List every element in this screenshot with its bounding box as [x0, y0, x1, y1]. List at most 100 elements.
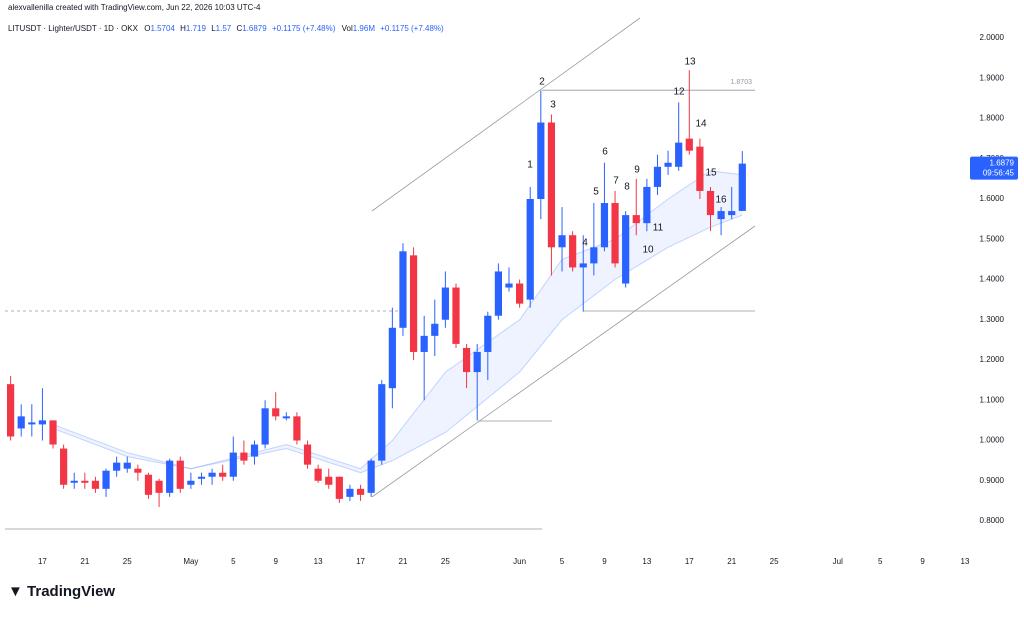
candle-body: [738, 163, 746, 211]
candle-body: [250, 444, 259, 457]
ohlc-value: 1.6879: [242, 24, 267, 33]
candle-body: [579, 263, 587, 268]
wave-label: 3: [550, 100, 556, 111]
candle-body: [569, 235, 577, 268]
candle-body: [399, 251, 407, 328]
y-tick-label: 1.2000: [980, 355, 1005, 364]
candle-body: [409, 255, 418, 352]
candle-body: [303, 444, 312, 465]
level-label: 1.8703: [731, 79, 753, 86]
candle-body: [102, 470, 110, 489]
candle-body: [91, 480, 100, 489]
x-tick-label: 25: [770, 557, 779, 566]
candle-body: [452, 287, 460, 344]
candle-body: [473, 351, 481, 373]
volume-key: Vol: [342, 24, 353, 33]
candle-body: [219, 472, 227, 477]
wave-label: 13: [684, 57, 696, 68]
candle-body: [441, 287, 449, 320]
candle-body: [197, 476, 206, 479]
candle-body: [526, 198, 534, 300]
candle-body: [664, 162, 672, 167]
ohlc-key: C: [236, 24, 242, 33]
candle-body: [113, 462, 121, 471]
y-tick-label: 1.6000: [980, 194, 1005, 203]
candle-body: [176, 460, 184, 489]
x-tick-label: 13: [314, 557, 323, 566]
y-tick-label: 0.8000: [980, 516, 1005, 525]
x-tick-label: 21: [399, 557, 408, 566]
channel-upper: [371, 17, 641, 212]
candle-body: [378, 384, 386, 461]
price-badge: [970, 156, 1018, 180]
candle-body: [293, 416, 301, 441]
band-fill: [53, 170, 743, 473]
x-tick-label: 9: [602, 557, 607, 566]
candle-body: [653, 166, 662, 187]
candle-body: [590, 247, 598, 264]
candle-body: [7, 384, 15, 437]
change: +0.1175 (+7.48%): [272, 24, 336, 33]
channel-lower: [371, 225, 756, 498]
candle-body: [240, 452, 248, 461]
volume-value: 1.96M: [353, 24, 376, 33]
candle-body: [166, 460, 174, 493]
candle-body: [325, 476, 333, 485]
y-tick-label: 1.3000: [980, 315, 1005, 324]
candle-body: [600, 203, 609, 248]
wave-label: 8: [624, 182, 630, 193]
candle-body: [367, 460, 375, 493]
candle-body: [187, 480, 195, 485]
wave-label: 2: [539, 77, 545, 88]
y-tick-label: 2.0000: [980, 33, 1005, 42]
candle-body: [675, 142, 683, 167]
x-tick-label: 9: [273, 557, 278, 566]
ohlc-key: L: [211, 24, 216, 33]
candle-body: [685, 138, 693, 151]
wave-label: 6: [602, 147, 608, 158]
x-tick-label: 5: [878, 557, 883, 566]
candle-body: [81, 480, 89, 483]
price-badge-label: 1.6879: [990, 159, 1015, 168]
brand: ▼ TradingView: [8, 583, 115, 600]
candle-body: [38, 420, 47, 425]
candle-body: [314, 468, 322, 481]
y-tick-label: 1.0000: [980, 436, 1005, 445]
wave-label: 15: [705, 168, 717, 179]
candle-body: [696, 146, 704, 191]
wave-label: 5: [593, 187, 599, 198]
countdown: 09:56:45: [983, 169, 1015, 178]
y-tick-label: 1.8000: [980, 114, 1005, 123]
wave-label: 12: [673, 87, 685, 98]
x-tick-label: Jun: [513, 557, 526, 566]
y-tick-label: 1.9000: [980, 73, 1005, 82]
band-upper: [52, 170, 743, 470]
candle-body: [611, 203, 619, 264]
symbol: LITUSDT · Lighter/USDT · 1D · OKX: [8, 24, 139, 33]
candle-body: [208, 472, 216, 477]
x-tick-label: 13: [642, 557, 651, 566]
candle-body: [49, 420, 57, 445]
wave-label: 11: [653, 223, 664, 234]
candle-body: [484, 315, 492, 352]
volume-change: +0.1175 (+7.48%): [380, 24, 444, 33]
candle-body: [134, 468, 142, 473]
candle-body: [70, 480, 78, 483]
x-tick-label: 17: [685, 557, 694, 566]
y-tick-label: 0.9000: [980, 476, 1005, 485]
candle-body: [144, 474, 153, 495]
x-tick-label: 25: [441, 557, 450, 566]
ohlc-value: 1.5704: [150, 24, 175, 33]
candle-body: [229, 452, 237, 477]
y-tick-label: 1.1000: [980, 395, 1005, 404]
y-tick-label: 1.5000: [980, 234, 1005, 243]
candle-body: [643, 186, 651, 224]
x-tick-label: 21: [80, 557, 89, 566]
candle-body: [717, 211, 725, 220]
x-tick-label: 9: [920, 557, 925, 566]
candle-body: [272, 408, 280, 417]
wave-label: 14: [695, 119, 707, 130]
wave-label: 7: [613, 176, 619, 187]
